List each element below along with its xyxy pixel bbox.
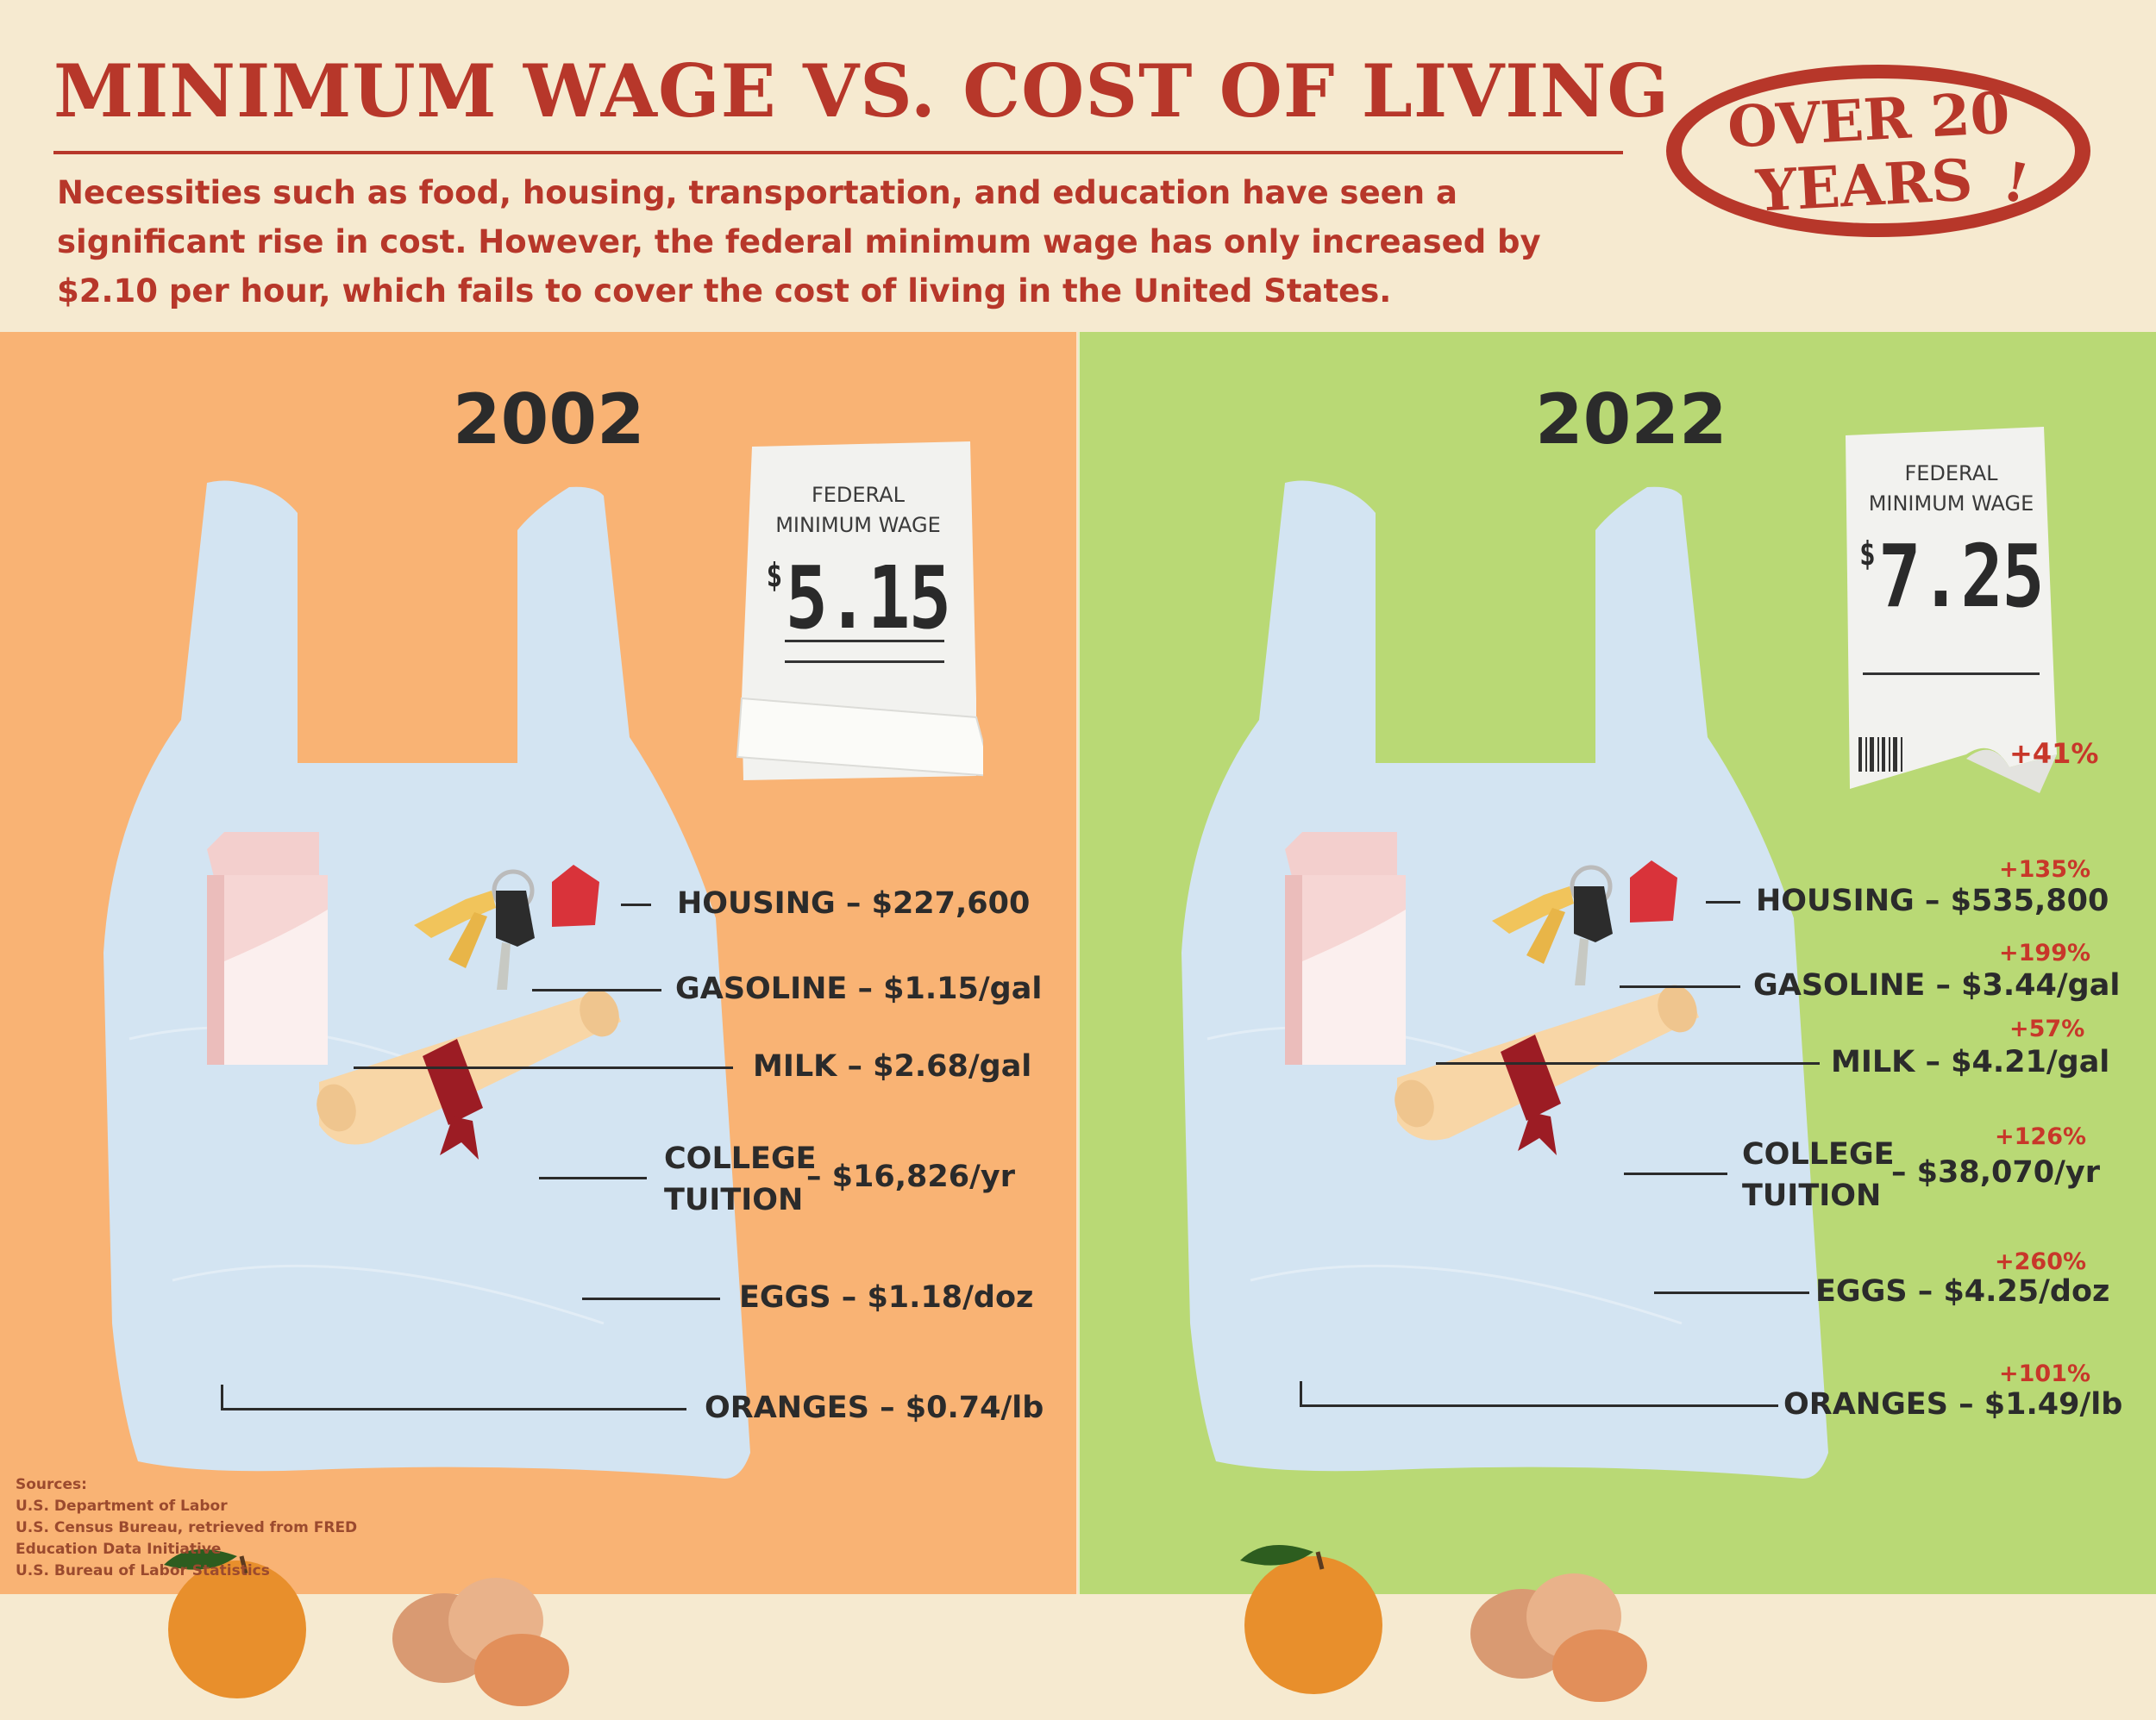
eggs-leader-line — [582, 1298, 720, 1300]
dollar-sign: $ — [766, 556, 783, 594]
receipt-label-1: FEDERAL — [811, 483, 906, 507]
over-20-years-badge: OVER 20 YEARS ! — [1666, 65, 2090, 237]
college-label-line-1: COLLEGE — [664, 1141, 817, 1176]
college-label: COLLEGE TUITION — [664, 1138, 817, 1221]
receipt-2022: FEDERAL MINIMUM WAGE $7.25 — [1837, 427, 2065, 793]
milk-leader-line — [1436, 1062, 1820, 1065]
gasoline-change: +199% — [1999, 940, 2091, 966]
year-heading: 2002 — [453, 379, 645, 460]
receipt-icon — [736, 441, 983, 780]
sources: Sources: U.S. Department of Labor U.S. C… — [16, 1474, 357, 1582]
oranges-leader-line — [221, 1408, 686, 1410]
eggs-icon — [392, 1578, 569, 1706]
receipt-label-1: FEDERAL — [1904, 461, 1998, 485]
eggs-label: EGGS – $4.25/doz — [1815, 1274, 2110, 1309]
panel-2002: 2002 FEDERAL MINIMUM WAGE $5.15 — [0, 332, 1078, 1706]
page-title: MINIMUM WAGE VS. COST OF LIVING — [53, 48, 1670, 134]
receipt-label-2: MINIMUM WAGE — [775, 513, 941, 537]
minimum-wage-amount: 5.15 — [785, 547, 952, 648]
year-heading: 2022 — [1535, 379, 1727, 460]
oranges-change: +101% — [1999, 1360, 2091, 1387]
panel-divider — [1076, 332, 1080, 1594]
college-leader-line — [539, 1177, 647, 1179]
housing-leader-line — [621, 904, 651, 906]
college-price: – $16,826/yr — [806, 1160, 1015, 1194]
receipt-icon — [1846, 427, 2057, 793]
oranges-leader-vline — [221, 1385, 223, 1410]
gasoline-leader-line — [532, 989, 661, 991]
milk-change: +57% — [2009, 1016, 2085, 1042]
eggs-leader-line — [1654, 1292, 1809, 1294]
intro-text: Necessities such as food, housing, trans… — [57, 174, 1541, 310]
badge-line-2: YEARS — [1753, 147, 1974, 225]
badge-line-1: OVER 20 — [1726, 79, 2011, 161]
milk-leader-line — [354, 1066, 733, 1069]
sources-heading: Sources: — [16, 1476, 87, 1493]
milk-carton-icon — [207, 832, 328, 1065]
header: MINIMUM WAGE VS. COST OF LIVING Necessit… — [0, 0, 2156, 332]
college-label: COLLEGE TUITION — [1742, 1134, 1895, 1217]
diploma-icon — [1395, 985, 1699, 1155]
receipt-label-2: MINIMUM WAGE — [1868, 491, 2034, 516]
source-line: U.S. Department of Labor — [16, 1498, 228, 1515]
milk-carton-icon — [1285, 832, 1406, 1065]
dollar-sign: $ — [1859, 535, 1876, 572]
oranges-label: ORANGES – $1.49/lb — [1783, 1387, 2123, 1422]
housing-label: HOUSING – $535,800 — [1756, 884, 2109, 918]
diploma-icon — [317, 989, 621, 1160]
housing-label: HOUSING – $227,600 — [677, 886, 1031, 921]
panel-2022: 2022 FEDERAL MINIMUM WAGE $7.25 +41% — [1078, 332, 2156, 1702]
oranges-leader-vline — [1300, 1381, 1302, 1407]
milk-label: MILK – $2.68/gal — [753, 1049, 1032, 1084]
keys-icon — [414, 865, 599, 990]
gasoline-label: GASOLINE – $1.15/gal — [675, 972, 1043, 1006]
gasoline-leader-line — [1620, 985, 1740, 988]
title-divider — [53, 151, 1623, 154]
college-label-line-2: TUITION — [664, 1183, 804, 1217]
source-line: U.S. Census Bureau, retrieved from FRED — [16, 1519, 358, 1536]
housing-leader-line — [1706, 901, 1740, 904]
college-label-line-1: COLLEGE — [1742, 1137, 1895, 1172]
minimum-wage-value: $5.15 — [755, 547, 961, 648]
source-line: Education Data Initiative — [16, 1541, 222, 1558]
housing-change: +135% — [1999, 856, 2091, 883]
receipt-2002: FEDERAL MINIMUM WAGE $5.15 — [733, 440, 983, 793]
college-price: – $38,070/yr — [1891, 1155, 2100, 1190]
orange-icon — [1240, 1545, 1382, 1694]
college-leader-line — [1624, 1173, 1727, 1175]
gasoline-label: GASOLINE – $3.44/gal — [1753, 968, 2121, 1003]
eggs-change: +260% — [1995, 1248, 2087, 1275]
keys-icon — [1492, 860, 1677, 985]
college-label-line-2: TUITION — [1742, 1179, 1882, 1213]
oranges-label: ORANGES – $0.74/lb — [705, 1391, 1044, 1425]
minimum-wage-change: +41% — [2009, 737, 2099, 770]
minimum-wage-amount: 7.25 — [1878, 526, 2045, 627]
oranges-leader-line — [1300, 1404, 1778, 1407]
eggs-label: EGGS – $1.18/doz — [739, 1280, 1034, 1315]
college-change: +126% — [1995, 1123, 2087, 1150]
minimum-wage-value: $7.25 — [1858, 526, 2045, 627]
source-line: U.S. Bureau of Labor Statistics — [16, 1562, 270, 1579]
eggs-icon — [1470, 1573, 1647, 1702]
milk-label: MILK – $4.21/gal — [1831, 1045, 2110, 1079]
